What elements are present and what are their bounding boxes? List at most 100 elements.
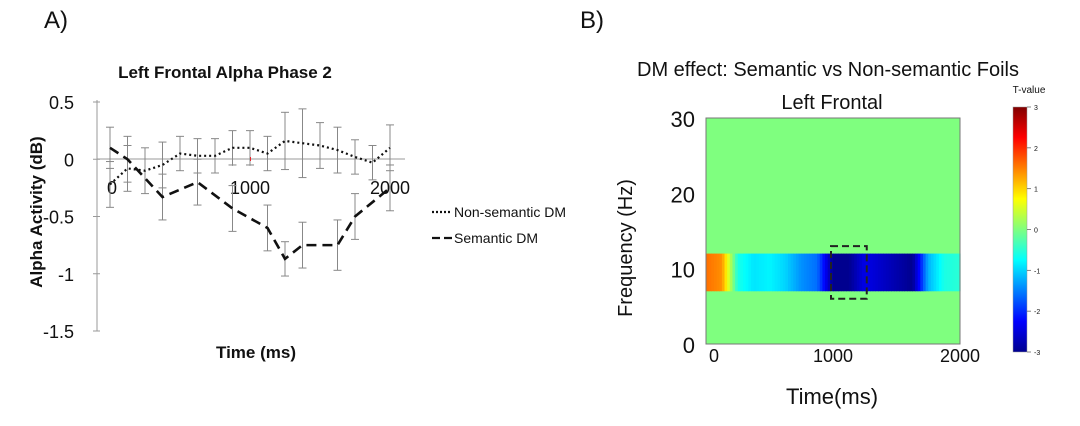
b-xtick-label: 2000 — [940, 346, 980, 366]
heatmap-cell — [711, 253, 715, 292]
heatmap-cell — [870, 253, 874, 292]
heatmap-cell — [912, 253, 916, 292]
heatmap-background — [706, 118, 960, 344]
heatmap-cell — [790, 253, 794, 292]
heatmap-cell — [766, 253, 771, 292]
heatmap-cell — [735, 253, 739, 292]
heatmap-cell — [743, 253, 747, 292]
colorbar-tick-label: -3 — [1034, 350, 1040, 357]
heatmap-cell — [769, 253, 773, 292]
panel-b-ylabel: Frequency (Hz) — [615, 179, 637, 317]
heatmap-cell — [933, 253, 937, 292]
heatmap-cell — [896, 253, 900, 292]
colorbar-tick-label: -2 — [1034, 309, 1040, 316]
heatmap-cell — [819, 253, 824, 292]
heatmap-cell — [740, 253, 744, 292]
panel-b-label: B) — [580, 7, 604, 34]
heatmap-cell — [798, 253, 802, 292]
a-ytick-label: -1.5 — [43, 322, 74, 342]
panel-a-title: Left Frontal Alpha Phase 2 — [118, 63, 332, 82]
heatmap-cell — [941, 253, 945, 292]
legend-entry-1: Semantic DM — [454, 230, 538, 246]
heatmap-cell — [880, 253, 884, 292]
heatmap-cell — [920, 253, 924, 292]
heatmap-cell — [727, 253, 731, 292]
heatmap-cell — [708, 253, 712, 292]
a-xtick-label: 1000 — [230, 178, 270, 198]
heatmap-cell — [883, 253, 887, 292]
heatmap-cell — [862, 253, 866, 292]
b-ytick-label: 30 — [671, 107, 695, 132]
heatmap-cell — [864, 253, 868, 292]
panel-a-xlabel: Time (ms) — [216, 343, 296, 362]
heatmap-cell — [830, 253, 834, 292]
heatmap-cell — [944, 253, 948, 292]
heatmap-cell — [803, 253, 808, 292]
panel-a: A) Left Frontal Alpha Phase 2 Alpha Acti… — [27, 7, 566, 362]
heatmap-cell — [835, 253, 839, 292]
heatmap-cell — [756, 253, 760, 292]
heatmap-frame — [705, 117, 961, 345]
heatmap-cell — [785, 253, 789, 292]
heatmap-cell — [901, 253, 906, 292]
heatmap-cell — [848, 253, 853, 292]
heatmap-cell — [774, 253, 779, 292]
heatmap-cell — [827, 253, 831, 292]
heatmap-cell — [899, 253, 903, 292]
a-series-line-1 — [109, 146, 391, 261]
heatmap-cell — [928, 253, 932, 292]
a-xtick-label: 0 — [107, 178, 117, 198]
heatmap-cell — [716, 253, 720, 292]
colorbar-label: T-value — [1013, 85, 1046, 96]
heatmap-cell — [764, 253, 768, 292]
heatmap-cell — [724, 253, 728, 292]
heatmap-cell — [922, 253, 927, 292]
heatmap-cell — [737, 253, 741, 292]
a-ytick-label: -0.5 — [43, 208, 74, 228]
colorbar — [1012, 106, 1028, 353]
heatmap-cell — [938, 253, 943, 292]
heatmap-cell — [817, 253, 821, 292]
heatmap-cell — [843, 253, 847, 292]
heatmap-cell — [885, 253, 890, 292]
heatmap-cell — [758, 253, 763, 292]
colorbar-tick-label: 0 — [1034, 228, 1038, 235]
heatmap-cell — [909, 253, 913, 292]
heatmap-cell — [904, 253, 908, 292]
heatmap-cell — [729, 253, 734, 292]
heatmap-cell — [946, 253, 951, 292]
heatmap-cell — [854, 253, 858, 292]
heatmap-cell — [732, 253, 736, 292]
heatmap-cell — [814, 253, 818, 292]
heatmap-cell — [750, 253, 755, 292]
heatmap-cell — [809, 253, 813, 292]
heatmap-cell — [907, 253, 911, 292]
heatmap-cell — [957, 253, 961, 292]
panel-a-label: A) — [44, 7, 68, 34]
heatmap-cell — [936, 253, 940, 292]
b-xtick-label: 0 — [709, 346, 719, 366]
heatmap-cell — [761, 253, 765, 292]
b-ytick-label: 0 — [683, 333, 695, 358]
heatmap-cell — [806, 253, 810, 292]
roi-box — [830, 245, 868, 300]
heatmap-cell — [949, 253, 953, 292]
b-ytick-label: 10 — [671, 258, 695, 283]
heatmap-cell — [788, 253, 792, 292]
heatmap-cell — [777, 253, 781, 292]
heatmap-cell — [811, 253, 816, 292]
colorbar-tick-label: -1 — [1034, 268, 1040, 275]
colorbar-tick-label: 1 — [1034, 187, 1038, 194]
heatmap-cell — [838, 253, 842, 292]
heatmap-cell — [780, 253, 784, 292]
heatmap-cell — [925, 253, 929, 292]
b-xtick-label: 1000 — [813, 346, 853, 366]
colorbar-tick-label: 3 — [1034, 105, 1038, 112]
heatmap-cell — [822, 253, 826, 292]
colorbar-tick-label: 2 — [1034, 146, 1038, 153]
heatmap-cell — [782, 253, 786, 292]
heatmap-cell — [840, 253, 845, 292]
heatmap-cell — [846, 253, 850, 292]
panel-b: B) DM effect: Semantic vs Non-semantic F… — [580, 7, 1046, 409]
heatmap-cell — [833, 253, 837, 292]
